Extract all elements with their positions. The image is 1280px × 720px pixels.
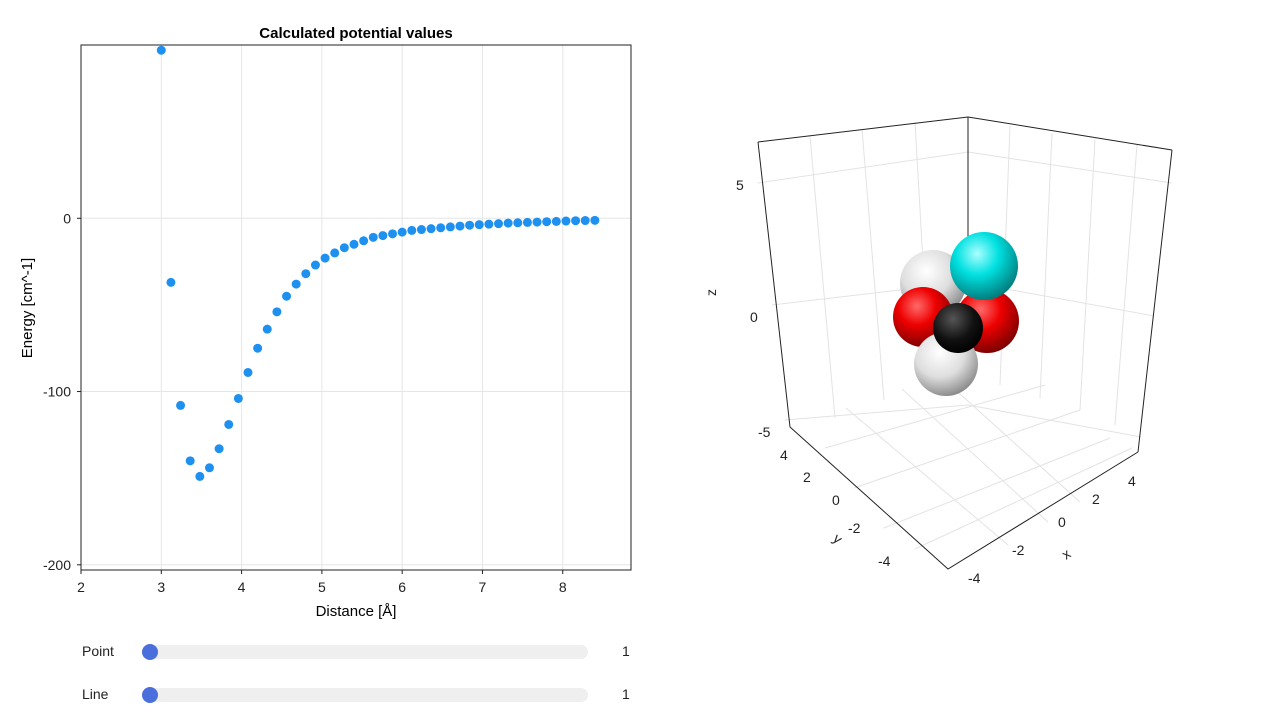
cyan-atom	[950, 232, 1018, 300]
line-slider-row: Line 1	[0, 683, 640, 707]
data-point	[262, 324, 272, 334]
chart-title: Calculated potential values	[259, 25, 452, 42]
y-tick-label: 2	[803, 469, 811, 485]
y-axis-label-3d: y	[830, 530, 846, 547]
data-point	[561, 216, 571, 226]
data-point	[214, 444, 224, 454]
data-point	[513, 218, 523, 228]
data-point	[571, 216, 581, 226]
point-slider-row: Point 1	[0, 640, 640, 664]
data-point	[542, 217, 552, 227]
point-slider-label: Point	[82, 643, 114, 659]
data-point	[156, 45, 166, 55]
data-point	[176, 400, 186, 410]
data-point	[388, 229, 398, 239]
line-slider-label: Line	[82, 686, 109, 702]
molecule-atoms	[893, 232, 1019, 396]
line-slider-track[interactable]	[142, 687, 588, 703]
y-tick-label: -100	[43, 384, 71, 400]
data-point	[330, 248, 340, 258]
data-point	[494, 219, 504, 229]
data-point	[522, 217, 532, 227]
data-point	[590, 215, 600, 225]
data-point	[465, 220, 475, 230]
x-axis-ticks-3d: 4 2 0 -2 -4	[968, 473, 1136, 586]
y-tick-label: -2	[848, 520, 861, 536]
line-slider-value: 1	[622, 686, 630, 702]
data-point	[474, 220, 484, 230]
point-slider-track[interactable]	[142, 644, 588, 660]
x-tick-label: 3	[157, 579, 165, 595]
plot-frame	[80, 44, 632, 571]
data-point	[243, 367, 253, 377]
x-tick-label: 5	[318, 579, 326, 595]
energy-scatter-chart: Calculated potential values 2 3 4 5 6 7 8 -200…	[19, 25, 632, 620]
z-tick-label: 5	[736, 177, 744, 193]
data-point	[185, 456, 195, 466]
x-axis-label-3d: x	[1059, 545, 1074, 562]
z-tick-label: -5	[758, 424, 771, 440]
data-point	[339, 243, 349, 253]
data-point	[378, 231, 388, 241]
data-point	[455, 221, 465, 231]
x-axis-ticks: 2 3 4 5 6 7 8	[77, 570, 567, 595]
data-point	[301, 269, 311, 279]
data-point	[310, 260, 320, 270]
x-tick-label: -4	[968, 570, 981, 586]
x-tick-label: 8	[559, 579, 567, 595]
data-point	[407, 225, 417, 235]
x-axis-label: Distance [Å]	[316, 603, 397, 620]
x-tick-label: 6	[398, 579, 406, 595]
data-point	[503, 218, 513, 228]
point-slider-value: 1	[622, 643, 630, 659]
data-point	[368, 232, 378, 242]
data-point	[580, 216, 590, 226]
data-point	[445, 222, 455, 232]
y-axis-ticks: -200 -100 0	[43, 210, 81, 573]
y-tick-label: 4	[780, 447, 788, 463]
x-tick-label: -2	[1012, 542, 1025, 558]
data-point	[484, 219, 494, 229]
line-slider-knob[interactable]	[142, 687, 158, 703]
data-point	[272, 307, 282, 317]
data-point	[359, 236, 369, 246]
data-point	[551, 216, 561, 226]
y-tick-label: 0	[63, 210, 71, 226]
data-point	[426, 224, 436, 234]
data-point	[282, 291, 292, 301]
x-tick-label: 4	[238, 579, 246, 595]
data-point	[195, 471, 205, 481]
molecule-3d-view[interactable]: 5 0 -5 z 4 2 0 -2 -4 y 4 2 0 -2 -4 x	[640, 0, 1280, 640]
y-tick-label: -200	[43, 557, 71, 573]
chart-grid	[80, 45, 631, 570]
data-point	[253, 343, 263, 353]
data-point	[204, 463, 214, 473]
x-tick-label: 0	[1058, 514, 1066, 530]
data-point	[166, 277, 176, 287]
z-axis-label: z	[703, 289, 719, 296]
x-tick-label: 7	[479, 579, 487, 595]
data-point	[291, 279, 301, 289]
z-tick-label: 0	[750, 309, 758, 325]
data-point	[224, 419, 234, 429]
data-points	[156, 45, 600, 481]
data-point	[320, 253, 330, 263]
y-axis-label: Energy [cm^-1]	[19, 258, 36, 358]
z-axis-ticks: 5 0 -5	[736, 177, 771, 440]
data-point	[349, 239, 359, 249]
data-point	[416, 225, 426, 235]
x-tick-label: 2	[1092, 491, 1100, 507]
data-point	[233, 393, 243, 403]
x-tick-label: 2	[77, 579, 85, 595]
x-tick-label: 4	[1128, 473, 1136, 489]
y-tick-label: 0	[832, 492, 840, 508]
point-slider-knob[interactable]	[142, 644, 158, 660]
data-point	[436, 223, 446, 233]
data-point	[532, 217, 542, 227]
carbon-center-atom	[933, 303, 983, 353]
data-point	[397, 227, 407, 237]
y-axis-ticks-3d: 4 2 0 -2 -4	[780, 447, 891, 569]
y-tick-label: -4	[878, 553, 891, 569]
